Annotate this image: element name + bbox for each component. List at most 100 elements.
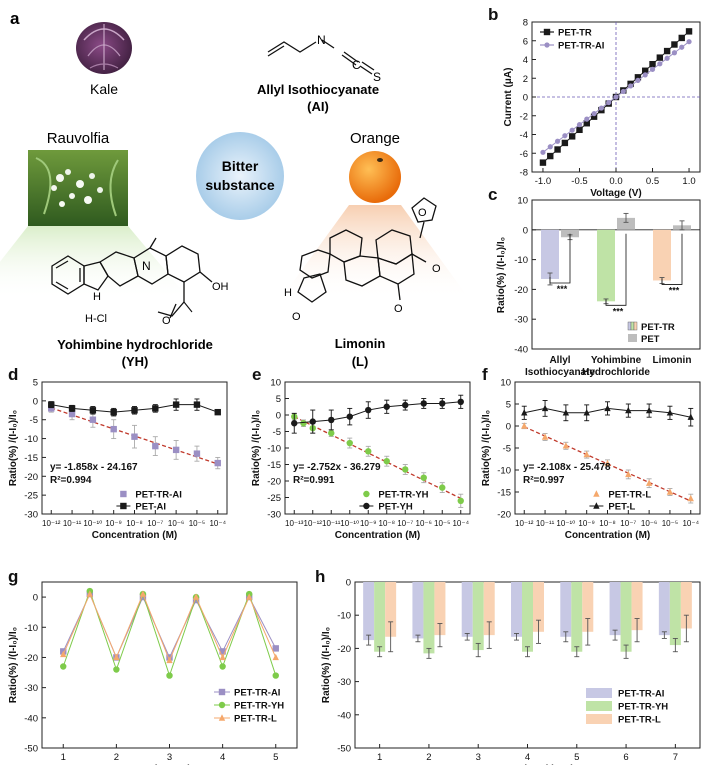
data-point bbox=[591, 110, 597, 117]
x-tick-label: 1 bbox=[377, 752, 382, 763]
x-tick-label: 10⁻¹⁰ bbox=[83, 519, 102, 528]
atom-o-lactone: O bbox=[432, 263, 441, 275]
bitter-line1: Bitter bbox=[222, 158, 259, 174]
panel-letter-c: c bbox=[488, 185, 497, 204]
x-tick-label: 2 bbox=[426, 752, 431, 763]
data-point bbox=[110, 425, 117, 433]
atom-n-ai: N bbox=[317, 33, 326, 47]
y-tick-label: -10 bbox=[24, 434, 38, 445]
data-point bbox=[562, 409, 570, 416]
data-point bbox=[562, 133, 568, 139]
x-axis-title: Voltage (V) bbox=[590, 188, 641, 199]
data-point bbox=[635, 77, 641, 84]
data-point bbox=[642, 67, 649, 74]
bar bbox=[620, 582, 632, 652]
y-tick-label: -4 bbox=[520, 130, 528, 141]
error-bar bbox=[679, 220, 685, 231]
legend-label: PET-YH bbox=[378, 502, 412, 513]
error-bar bbox=[388, 621, 394, 653]
legend-label: PET-TR-L bbox=[608, 490, 651, 501]
y-axis-title: Ratio(%) /(I-I₀)/I₀ bbox=[8, 410, 19, 486]
data-point bbox=[576, 126, 583, 134]
legend-label: PET-TR-AI bbox=[618, 689, 664, 700]
kale-image bbox=[76, 22, 132, 74]
y-tick-label: -30 bbox=[24, 510, 38, 521]
data-point bbox=[214, 459, 221, 467]
orange-image bbox=[349, 151, 401, 203]
data-point bbox=[48, 401, 55, 408]
bar bbox=[522, 582, 533, 652]
data-point bbox=[678, 34, 685, 42]
data-point bbox=[687, 413, 694, 420]
data-point bbox=[193, 450, 201, 457]
error-bar bbox=[377, 646, 383, 658]
data-point bbox=[131, 407, 138, 414]
data-point bbox=[365, 448, 372, 455]
data-point bbox=[402, 401, 409, 409]
fit-equation: y= -1.858x - 24.167 bbox=[50, 462, 138, 473]
fit-equation: y= -2.108x - 25.478 bbox=[523, 462, 611, 473]
x-tick-label: 10⁻¹⁰ bbox=[340, 519, 359, 528]
data-point bbox=[663, 47, 671, 55]
data-point bbox=[685, 28, 693, 35]
data-point bbox=[48, 405, 55, 412]
bar bbox=[511, 582, 522, 637]
data-point bbox=[89, 416, 97, 423]
y-axis-title: Ratio(%) /(I-I₀)/I₀ bbox=[321, 627, 332, 703]
panel-letter-h: h bbox=[315, 567, 325, 586]
atom-n-yh: N bbox=[142, 259, 151, 273]
data-point bbox=[671, 41, 678, 48]
atom-oh-yh: OH bbox=[212, 281, 229, 293]
x-tick-label: 10⁻⁴ bbox=[682, 519, 699, 528]
data-point bbox=[214, 408, 221, 416]
data-point bbox=[583, 450, 590, 458]
data-point bbox=[568, 133, 576, 140]
data-point bbox=[457, 497, 464, 504]
significance-bracket bbox=[549, 233, 571, 284]
atom-hcl-yh: H-Cl bbox=[85, 313, 107, 325]
x-tick-label: 4 bbox=[525, 752, 530, 763]
l-abbr: (L) bbox=[352, 354, 369, 369]
y-tick-label: 0 bbox=[346, 578, 351, 589]
data-point bbox=[686, 39, 692, 45]
x-axis-title: Concentration (M) bbox=[335, 530, 421, 541]
significance-stars: *** bbox=[669, 285, 680, 295]
y-axis-title: Ratio(%) /(I-I₀)/I₀ bbox=[496, 237, 507, 313]
x-category-label: Isothiocyanate bbox=[525, 367, 595, 378]
data-point bbox=[687, 494, 694, 502]
x-tick-label: 10⁻¹¹ bbox=[322, 519, 341, 528]
x-tick-label: 10⁻⁹ bbox=[105, 519, 122, 528]
error-bar bbox=[563, 631, 569, 643]
data-point bbox=[547, 152, 554, 160]
data-point bbox=[642, 72, 648, 78]
x-tick-label: 4 bbox=[220, 752, 225, 763]
bar bbox=[609, 582, 621, 636]
bar bbox=[363, 582, 375, 641]
x-tick-label: 2 bbox=[114, 752, 119, 763]
x-tick-label: 10⁻⁵ bbox=[662, 519, 678, 528]
data-point bbox=[656, 54, 664, 61]
data-point bbox=[89, 407, 97, 414]
legend-swatch-pet bbox=[628, 334, 637, 342]
legend-marker bbox=[363, 502, 370, 510]
data-point bbox=[172, 446, 180, 454]
error-bar bbox=[585, 618, 591, 646]
y-tick-label: -40 bbox=[337, 710, 351, 721]
y-tick-label: -40 bbox=[514, 345, 528, 356]
data-point bbox=[540, 149, 546, 155]
y-tick-label: -20 bbox=[24, 653, 38, 664]
yh-structure bbox=[51, 237, 213, 319]
y-tick-label: 0 bbox=[523, 225, 528, 236]
data-point bbox=[113, 666, 120, 673]
panel-d: d -30 -25 -20 -15 -10 -5 0 5 10⁻¹² 10⁻¹¹ 10⁻¹⁰ 10⁻⁹ 1… bbox=[8, 365, 228, 541]
data-point bbox=[420, 400, 427, 407]
data-point bbox=[139, 590, 147, 597]
x-category-label: Hydrochloride bbox=[582, 367, 650, 378]
y-tick-label: 0 bbox=[506, 422, 511, 433]
legend-swatch bbox=[586, 688, 612, 698]
y-tick-label: -20 bbox=[497, 510, 511, 521]
y-tick-label: -40 bbox=[24, 713, 38, 724]
yh-name: Yohimbine hydrochloride bbox=[57, 337, 213, 352]
x-tick-label: 10⁻⁸ bbox=[379, 519, 396, 528]
